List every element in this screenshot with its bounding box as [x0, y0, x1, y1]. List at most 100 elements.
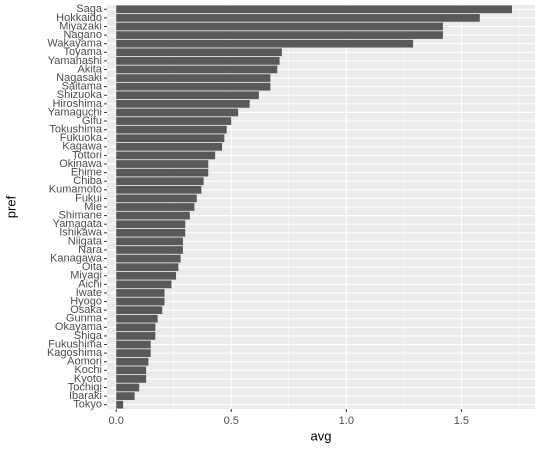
y-tick-label: Okayama	[55, 321, 103, 333]
bar	[116, 289, 165, 297]
bar	[116, 14, 480, 22]
bar	[116, 31, 443, 39]
bar	[116, 228, 186, 237]
y-tick-label: Ibaraki	[69, 390, 102, 402]
y-tick-label: Niigata	[68, 235, 103, 247]
bar	[116, 142, 223, 151]
x-tick-label: 0.0	[109, 415, 124, 427]
bar	[116, 82, 271, 91]
x-tick-label: 0.5	[224, 415, 239, 427]
bar	[116, 177, 204, 186]
y-tick-label: Nagasaki	[56, 72, 102, 84]
y-tick-label: Saitama	[62, 81, 103, 93]
y-tick-label: Miyagi	[70, 270, 102, 282]
y-tick-label: Fukui	[75, 192, 102, 204]
y-tick-label: Gifu	[82, 115, 102, 127]
bar	[116, 306, 163, 315]
y-tick-label: Fukushima	[48, 338, 103, 350]
bar	[116, 65, 278, 74]
bar	[116, 340, 151, 349]
bar	[116, 323, 156, 332]
bar	[116, 185, 202, 194]
x-tick-label: 1.5	[454, 415, 469, 427]
bar	[116, 357, 149, 366]
bar	[116, 237, 183, 246]
bar	[116, 246, 183, 254]
y-tick-label: Yamanashi	[48, 55, 102, 67]
y-tick-label: Kagoshima	[47, 347, 103, 359]
bar	[116, 39, 414, 48]
y-tick-label: Yamaguchi	[48, 106, 102, 118]
bar	[116, 366, 147, 375]
y-tick-label: Hyogo	[70, 295, 102, 307]
bar	[116, 151, 216, 160]
y-tick-label: Shizuoka	[57, 89, 103, 101]
y-tick-label: Ishikawa	[59, 227, 103, 239]
bar	[116, 400, 124, 409]
bar	[116, 108, 239, 117]
bar	[116, 194, 197, 203]
bar	[116, 57, 280, 65]
bar	[116, 220, 186, 229]
y-tick-label: Kochi	[74, 364, 102, 376]
bar	[116, 168, 209, 177]
y-tick-label: Kanagawa	[50, 252, 103, 264]
y-tick-label: Hiroshima	[52, 98, 102, 110]
y-tick-label: Fukuoka	[60, 132, 103, 144]
bar	[116, 48, 282, 57]
bar	[116, 375, 147, 383]
y-tick-label: Oita	[82, 261, 103, 273]
y-tick-label: Chiba	[73, 175, 103, 187]
x-tick-label: 1.0	[339, 415, 354, 427]
bar	[116, 349, 151, 357]
y-tick-label: Kagawa	[62, 141, 103, 153]
bar	[116, 332, 156, 340]
y-tick-label: Shimane	[59, 210, 102, 222]
y-tick-label: Tokyo	[73, 399, 102, 411]
bar	[116, 254, 181, 263]
y-tick-label: Iwate	[76, 287, 102, 299]
y-tick-label: Aomori	[67, 356, 102, 368]
bar	[116, 74, 271, 82]
bar	[116, 125, 227, 134]
y-tick-label: Osaka	[70, 304, 103, 316]
bar	[116, 99, 250, 108]
y-tick-label: Miyazaki	[59, 20, 102, 32]
bar	[116, 5, 512, 14]
y-tick-label: Okinawa	[59, 158, 103, 170]
bar	[116, 263, 179, 272]
x-axis-title: avg	[311, 428, 332, 443]
y-tick-label: Tochigi	[68, 381, 102, 393]
y-tick-label: Aichi	[78, 278, 102, 290]
y-tick-label: Nara	[78, 244, 103, 256]
y-tick-label: Ehime	[71, 167, 102, 179]
bar	[116, 280, 172, 289]
y-tick-label: Akita	[78, 63, 103, 75]
y-tick-label: Nagano	[63, 29, 102, 41]
y-tick-label: Mie	[84, 201, 102, 213]
y-tick-label: Tottori	[72, 149, 102, 161]
bar	[116, 383, 140, 392]
y-tick-label: Kumamoto	[49, 184, 102, 196]
y-tick-label: Tokushima	[49, 124, 102, 136]
bar	[116, 117, 232, 125]
y-tick-label: Toyama	[63, 46, 102, 58]
y-tick-label: Wakayama	[47, 38, 102, 50]
y-tick-label: Saga	[76, 3, 103, 15]
y-tick-label: Kyoto	[74, 373, 102, 385]
bar	[116, 297, 165, 306]
y-tick-label: Hokkaido	[56, 12, 102, 24]
bar	[116, 160, 209, 168]
bar	[116, 203, 195, 211]
bar	[116, 314, 158, 323]
y-axis-title: pref	[3, 195, 18, 218]
y-tick-label: Yamagata	[53, 218, 103, 230]
y-tick-label: Gunma	[66, 313, 103, 325]
bar	[116, 134, 225, 143]
bar	[116, 22, 443, 31]
bar	[116, 91, 259, 100]
y-tick-label: Shiga	[74, 330, 103, 342]
bar	[116, 271, 177, 280]
bar	[116, 392, 135, 400]
